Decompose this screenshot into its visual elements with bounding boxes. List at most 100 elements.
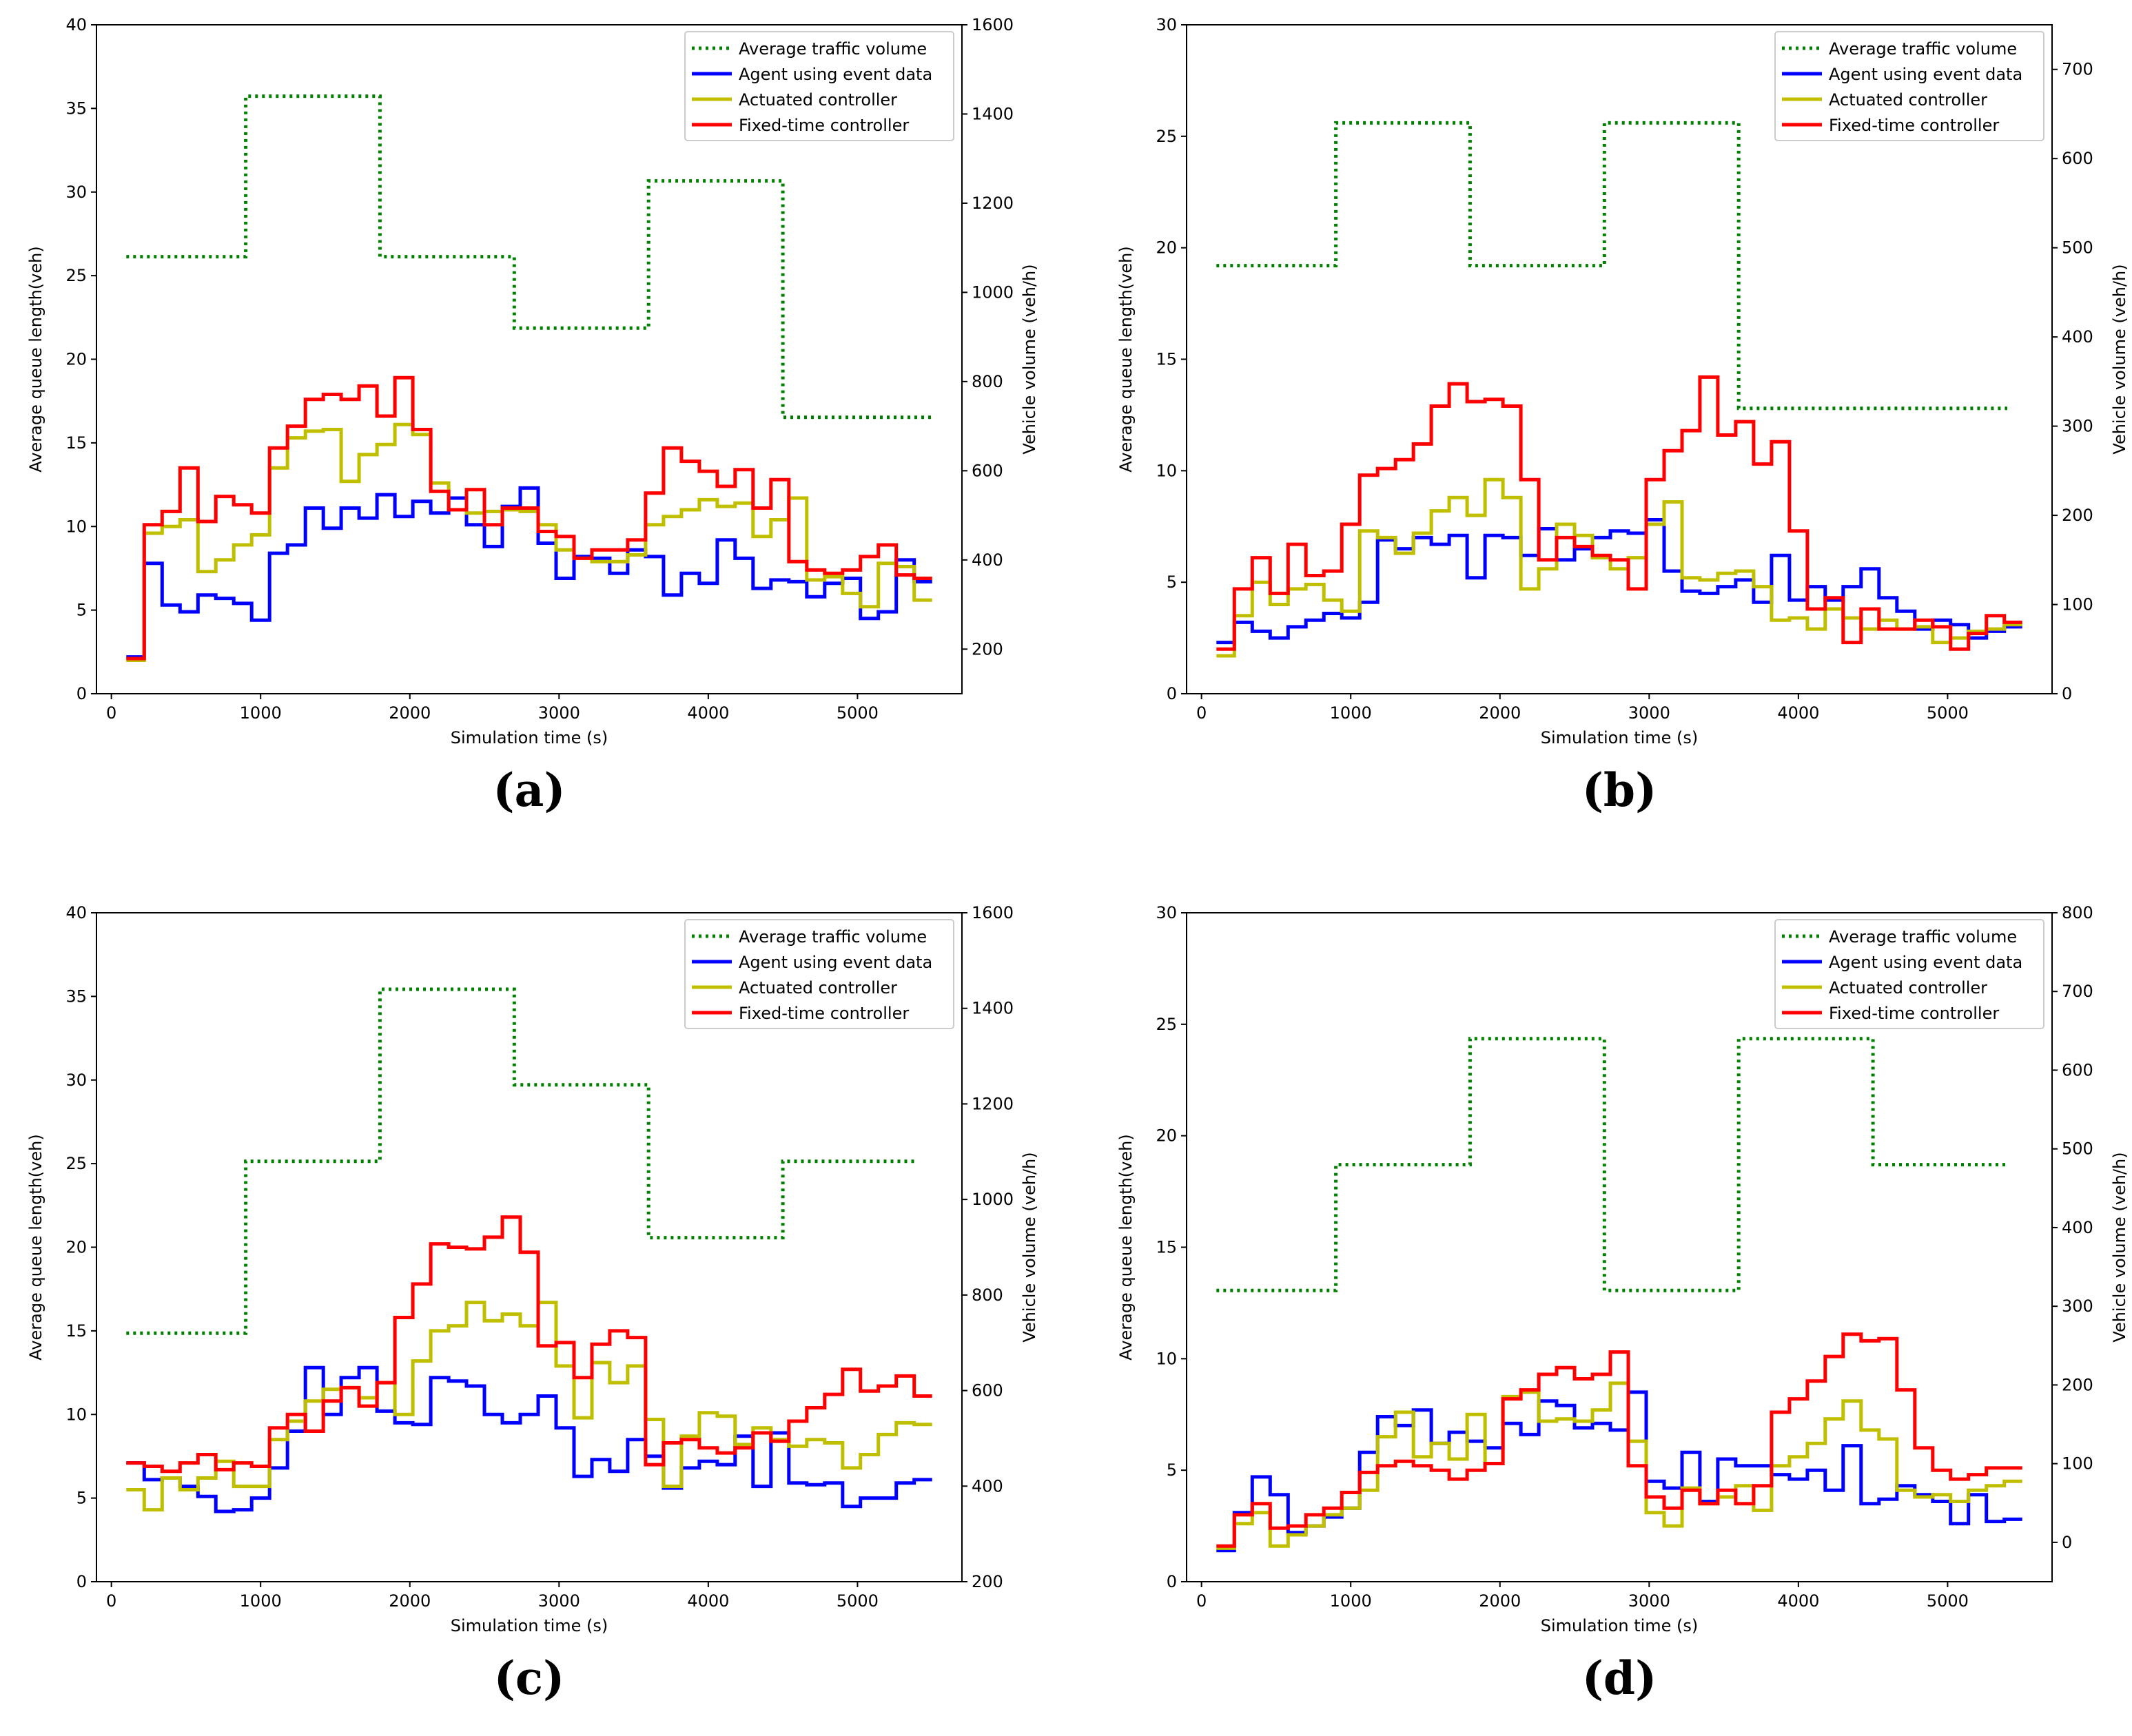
y-tick-label: 40: [65, 903, 87, 922]
legend-label-3: Fixed-time controller: [739, 116, 909, 135]
x-tick-label: 2000: [1479, 703, 1521, 723]
y-tick-label: 15: [1156, 1238, 1177, 1257]
y-tick-label: 25: [65, 266, 87, 285]
x-tick-label: 2000: [389, 1591, 431, 1611]
legend-label-0: Average traffic volume: [1829, 927, 2017, 947]
y-tick-label: 10: [1156, 1349, 1177, 1368]
y-right-tick-label: 1200: [972, 1094, 1014, 1113]
y-right-tick-label: 1000: [972, 282, 1014, 302]
y-tick-label: 10: [65, 1405, 87, 1424]
series-line-2: [126, 422, 932, 662]
x-tick-label: 0: [106, 703, 116, 723]
y-right-tick-label: 200: [2062, 506, 2093, 525]
series-line-3: [1216, 1332, 2022, 1548]
y-right-tick-label: 700: [2062, 60, 2093, 79]
y-right-tick-label: 400: [2062, 1218, 2093, 1237]
y-right-tick-label: 600: [2062, 149, 2093, 168]
y-right-tick-label: 800: [972, 1285, 1003, 1305]
y-axis-label: Average queue length(veh): [26, 246, 45, 472]
x-tick-label: 4000: [1777, 703, 1819, 723]
x-tick-label: 2000: [389, 703, 431, 723]
legend-label-2: Actuated controller: [1829, 978, 1987, 998]
y-tick-label: 10: [1156, 461, 1177, 480]
legend: Average traffic volume Agent using event …: [684, 31, 954, 141]
chart-panel-2: 0 1000 2000 3000 4000 5000 0 5 10 15 20 25 30 35 40 200…: [26, 903, 1039, 1705]
series-line-3: [126, 375, 932, 661]
y-right-tick-label: 600: [2062, 1060, 2093, 1079]
y-tick-label: 15: [65, 433, 87, 453]
legend-label-3: Fixed-time controller: [1829, 116, 1999, 135]
y-right-tick-label: 800: [972, 372, 1003, 391]
y-right-tick-label: 400: [972, 550, 1003, 570]
x-tick-label: 2000: [1479, 1591, 1521, 1611]
y-axis-label: Average queue length(veh): [26, 1134, 45, 1360]
x-tick-label: 3000: [1628, 703, 1670, 723]
y-right-tick-label: 200: [972, 639, 1003, 659]
y-axis-label: Average queue length(veh): [1116, 1134, 1136, 1360]
y-right-tick-label: 100: [2062, 595, 2093, 614]
y-right-axis-label: Vehicle volume (veh/h): [2110, 1152, 2129, 1342]
y-right-tick-label: 0: [2062, 684, 2072, 703]
series-line-3: [126, 1215, 932, 1474]
panel-caption: (b): [1582, 763, 1657, 817]
x-tick-label: 4000: [687, 1591, 729, 1611]
legend-label-3: Fixed-time controller: [1829, 1004, 1999, 1023]
y-right-tick-label: 200: [972, 1572, 1003, 1591]
series-line-1: [1216, 518, 2022, 645]
legend-label-0: Average traffic volume: [739, 39, 927, 59]
x-tick-label: 5000: [1927, 1591, 1969, 1611]
series-line-0: [126, 987, 917, 1335]
y-tick-label: 5: [76, 601, 87, 620]
legend: Average traffic volume Agent using event …: [1774, 919, 2044, 1029]
y-right-tick-label: 100: [2062, 1454, 2093, 1474]
y-right-axis-label: Vehicle volume (veh/h): [1020, 1152, 1039, 1342]
x-axis-label: Simulation time (s): [451, 728, 608, 747]
series-line-0: [1216, 121, 2007, 411]
y-right-tick-label: 1200: [972, 194, 1014, 213]
y-right-tick-label: 1000: [972, 1190, 1014, 1209]
series-line-1: [1216, 1390, 2022, 1553]
legend-label-2: Actuated controller: [739, 978, 897, 998]
series-line-0: [126, 94, 932, 420]
x-tick-label: 3000: [1628, 1591, 1670, 1611]
y-right-tick-label: 200: [2062, 1375, 2093, 1394]
y-right-tick-label: 400: [972, 1476, 1003, 1496]
y-right-axis-label: Vehicle volume (veh/h): [1020, 264, 1039, 454]
y-right-tick-label: 300: [2062, 1296, 2093, 1316]
x-tick-label: 5000: [837, 703, 879, 723]
y-tick-label: 0: [1167, 1572, 1177, 1591]
y-tick-label: 0: [76, 1572, 87, 1591]
chart-panel-1: 0 1000 2000 3000 4000 50000510152025300100200…: [1116, 15, 2129, 817]
y-tick-label: 30: [1156, 15, 1177, 34]
y-right-tick-label: 500: [2062, 238, 2093, 258]
x-axis-label: Simulation time (s): [1541, 728, 1699, 747]
legend-box: [1774, 31, 2044, 141]
y-tick-label: 10: [65, 517, 87, 536]
y-tick-label: 15: [65, 1321, 87, 1341]
legend-box: [684, 31, 954, 141]
x-tick-label: 0: [1196, 703, 1207, 723]
y-tick-label: 25: [65, 1154, 87, 1173]
y-axis-label: Average queue length(veh): [1116, 246, 1136, 472]
x-axis-label: Simulation time (s): [1541, 1616, 1699, 1635]
x-tick-label: 4000: [1777, 1591, 1819, 1611]
panel-caption: (c): [494, 1651, 565, 1705]
x-tick-label: 0: [106, 1591, 116, 1611]
series-line-3: [1216, 375, 2022, 651]
y-tick-label: 20: [1156, 238, 1177, 258]
chart-panel-0: 0 1000 2000 3000 4000 5000 0 5 10 15 20 25 30 35 40 200…: [26, 15, 1039, 817]
y-tick-label: 35: [65, 99, 87, 118]
legend-label-1: Agent using event data: [739, 953, 932, 972]
y-tick-label: 20: [65, 1238, 87, 1257]
y-right-tick-label: 1400: [972, 104, 1014, 123]
y-tick-label: 25: [1156, 127, 1177, 146]
y-right-tick-label: 400: [2062, 327, 2093, 347]
legend-label-1: Agent using event data: [1829, 953, 2022, 972]
y-tick-label: 0: [76, 684, 87, 703]
legend: Average traffic volume Agent using event …: [1774, 31, 2044, 141]
y-right-tick-label: 0: [2062, 1533, 2072, 1552]
legend: Average traffic volume Agent using event …: [684, 919, 954, 1029]
y-right-axis-label: Vehicle volume (veh/h): [2110, 264, 2129, 454]
